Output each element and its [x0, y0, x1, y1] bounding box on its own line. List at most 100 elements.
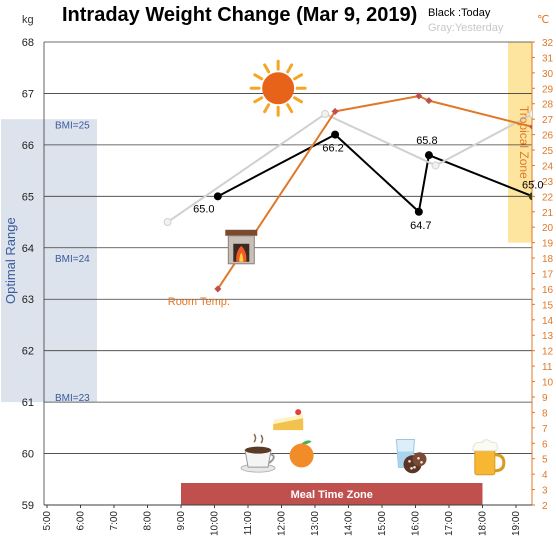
- beer-icon: [472, 439, 506, 476]
- sun-icon: [249, 59, 307, 117]
- x-tick-label: 8:00: [143, 511, 154, 531]
- y-right-tick-label: 16: [542, 285, 554, 296]
- today-data-label: 64.7: [410, 220, 431, 232]
- today-data-label: 65.0: [522, 179, 543, 191]
- y-right-tick-label: 26: [542, 131, 554, 142]
- y-right-tick-label: 12: [542, 347, 554, 358]
- today-point: [528, 192, 532, 201]
- room-temp-label: Room Temp.: [168, 296, 230, 308]
- x-tick-label: 5:00: [42, 511, 53, 531]
- y-left-tick-label: 65: [22, 191, 34, 203]
- today-point: [331, 130, 340, 139]
- x-tick-label: 10:00: [210, 511, 221, 536]
- x-tick-label: 14:00: [344, 511, 355, 536]
- x-tick-label: 16:00: [411, 511, 422, 536]
- y-right-tick-label: 30: [542, 69, 554, 80]
- tropical-zone: [508, 42, 532, 243]
- y-right-tick-label: 2: [542, 501, 548, 512]
- cookies-icon: [403, 452, 427, 474]
- y-right-tick-label: 13: [542, 331, 554, 342]
- legend-yesterday: Gray:Yesterday: [428, 22, 504, 34]
- y-right-unit: ℃: [537, 14, 549, 26]
- coffee-icon: [240, 433, 276, 473]
- y-left-tick-label: 67: [22, 88, 34, 100]
- y-right-tick-label: 32: [542, 38, 554, 49]
- y-right-tick-label: 31: [542, 53, 554, 64]
- y-left-tick-label: 59: [22, 500, 34, 512]
- y-right-tick-label: 29: [542, 84, 554, 95]
- y-left-tick-label: 68: [22, 37, 34, 49]
- x-tick-label: 11:00: [243, 511, 254, 536]
- x-tick-label: 12:00: [277, 511, 288, 536]
- today-data-label: 66.2: [322, 143, 343, 155]
- y-right-tick-label: 27: [542, 115, 554, 126]
- room-temp-point: [425, 97, 433, 105]
- today-point: [424, 151, 433, 160]
- y-right-tick-label: 15: [542, 300, 554, 311]
- y-left-tick-label: 60: [22, 449, 34, 461]
- y-right-tick-label: 20: [542, 223, 554, 234]
- y-right-tick-label: 24: [542, 161, 554, 172]
- y-right-tick-label: 14: [542, 316, 554, 327]
- x-tick-label: 15:00: [377, 511, 388, 536]
- cake-icon: [273, 409, 304, 431]
- y-right-tick-label: 3: [542, 486, 548, 497]
- bmi-label: BMI=23: [55, 393, 90, 404]
- room-temp-point: [415, 92, 423, 100]
- y-right-tick-label: 19: [542, 239, 554, 250]
- y-right-tick-label: 6: [542, 439, 548, 450]
- today-data-label: 65.8: [416, 135, 437, 147]
- legend-today: Black :Today: [428, 7, 491, 19]
- yesterday-point: [163, 218, 172, 227]
- x-tick-label: 9:00: [176, 511, 187, 531]
- today-point: [414, 207, 423, 216]
- x-tick-label: 7:00: [109, 511, 120, 531]
- x-tick-label: 19:00: [511, 511, 522, 536]
- y-right-tick-label: 21: [542, 208, 554, 219]
- y-left-unit: kg: [22, 14, 34, 26]
- x-tick-label: 17:00: [444, 511, 455, 536]
- x-tick-label: 6:00: [76, 511, 87, 531]
- today-data-label: 65.0: [193, 203, 214, 215]
- fireplace-icon: [225, 229, 258, 265]
- y-right-tick-label: 8: [542, 408, 548, 419]
- y-left-tick-label: 64: [22, 243, 34, 255]
- meal-time-zone-label: Meal Time Zone: [291, 489, 373, 501]
- room-temp-point: [529, 123, 532, 131]
- y-right-tick-label: 25: [542, 146, 554, 157]
- meal-time-zone: [181, 483, 483, 505]
- y-right-tick-label: 23: [542, 177, 554, 188]
- y-right-tick-label: 10: [542, 378, 554, 389]
- y-right-tick-label: 28: [542, 100, 554, 111]
- y-right-tick-label: 7: [542, 424, 548, 435]
- optimal-range-zone: [1, 119, 97, 403]
- y-right-tick-label: 5: [542, 455, 548, 466]
- y-right-tick-label: 18: [542, 254, 554, 265]
- y-left-tick-label: 62: [22, 346, 34, 358]
- bmi-label: BMI=24: [55, 254, 90, 265]
- room-temp-point: [331, 107, 339, 115]
- yesterday-point: [321, 110, 330, 119]
- y-right-tick-label: 17: [542, 270, 554, 281]
- yesterday-point: [431, 161, 440, 170]
- bmi-label: BMI=25: [55, 120, 90, 131]
- tropical-zone-label: Tropical Zone: [517, 106, 531, 179]
- chart-title: Intraday Weight Change (Mar 9, 2019): [62, 4, 417, 26]
- series-line-yesterday: [167, 112, 532, 223]
- y-right-tick-label: 9: [542, 393, 548, 404]
- y-left-tick-label: 66: [22, 140, 34, 152]
- y-left-tick-label: 63: [22, 294, 34, 306]
- series-line-today: [217, 133, 532, 214]
- optimal-range-label: Optimal Range: [3, 217, 18, 304]
- y-right-tick-label: 4: [542, 470, 548, 481]
- yesterday-point: [528, 110, 532, 118]
- y-right-tick-label: 22: [542, 192, 554, 203]
- today-point: [213, 192, 222, 201]
- y-right-tick-label: 11: [542, 362, 553, 373]
- x-tick-label: 18:00: [478, 511, 489, 536]
- x-tick-label: 13:00: [310, 511, 321, 536]
- series-line-room-temp: [217, 94, 532, 290]
- room-temp-point: [214, 285, 222, 293]
- orange-icon: [289, 440, 314, 468]
